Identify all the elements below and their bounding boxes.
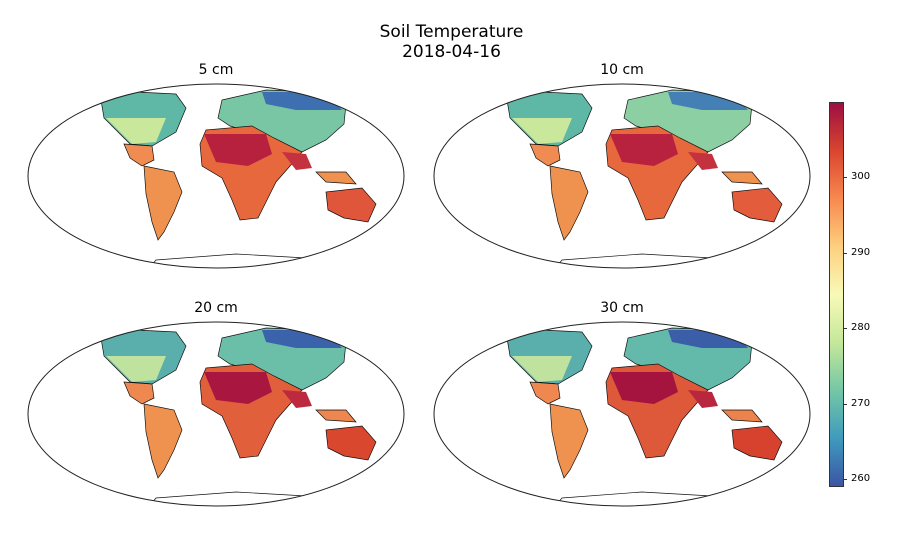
colorbar-tick: 290	[842, 247, 870, 258]
map-panel-30cm	[433, 321, 811, 507]
panel-title-20cm: 20 cm	[194, 300, 238, 316]
figure-title: Soil Temperature	[379, 22, 524, 42]
colorbar-tick: 300	[842, 172, 870, 182]
figure-subtitle: 2018-04-16	[402, 42, 501, 62]
map-panel-20cm	[27, 321, 405, 507]
panel-title-5cm: 5 cm	[198, 62, 234, 78]
colorbar-tick: 280	[842, 323, 870, 333]
panel-title-10cm: 10 cm	[600, 62, 644, 78]
panel-title-30cm: 30 cm	[600, 300, 644, 316]
colorbar-tick: 260	[842, 474, 870, 484]
colorbar	[829, 102, 844, 487]
colorbar-tick: 270	[842, 398, 870, 409]
map-panel-5cm	[27, 83, 405, 269]
map-panel-10cm	[433, 83, 811, 269]
